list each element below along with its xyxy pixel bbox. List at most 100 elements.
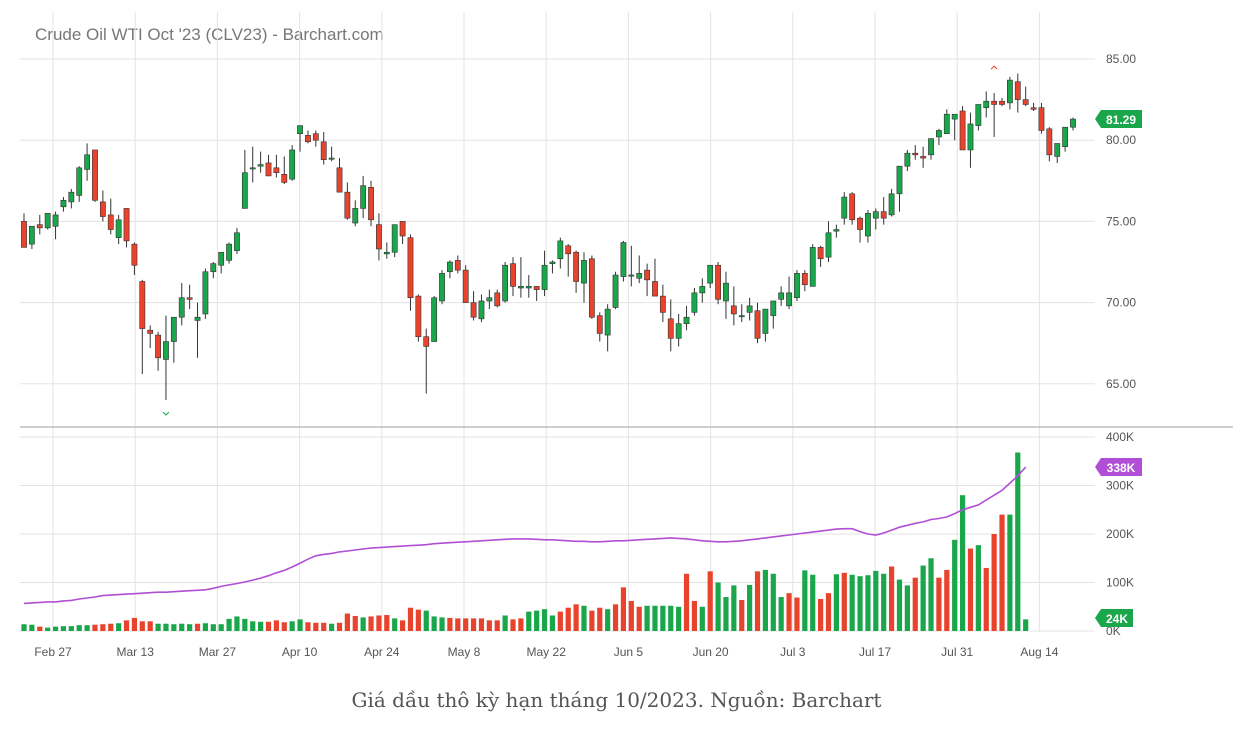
volume-bar: [139, 621, 145, 631]
candle-body: [241, 172, 248, 209]
candle-body: [581, 260, 587, 284]
oi-badge-label: 338K: [1107, 461, 1136, 475]
candle-body: [596, 315, 603, 334]
candle: [778, 286, 785, 306]
candle-body: [644, 269, 650, 281]
open-interest-badge: 338K: [1095, 458, 1142, 476]
volume-bar: [723, 597, 729, 631]
volume-bar: [944, 569, 950, 631]
volume-bar: [644, 605, 650, 631]
vol-tick-label: 400K: [1106, 430, 1134, 444]
candle: [376, 213, 382, 261]
candle-body: [305, 135, 311, 143]
volume-bar: [747, 584, 753, 631]
volume-bar: [636, 606, 642, 631]
volume-bar: [983, 567, 989, 631]
volume-bar: [360, 617, 366, 631]
volume-bar: [45, 627, 51, 631]
candle-body: [399, 221, 406, 237]
candle: [289, 145, 296, 181]
candle-body: [959, 110, 966, 151]
candle: [52, 211, 59, 240]
volume-bar: [273, 620, 279, 631]
volume-bar: [683, 573, 690, 631]
candle: [123, 208, 130, 248]
candle: [967, 112, 974, 168]
candle-body: [770, 300, 777, 316]
candle: [612, 271, 619, 310]
candle-body: [107, 214, 114, 230]
volume-bar: [108, 623, 114, 631]
x-tick-label: Jun 20: [693, 645, 729, 659]
volume-bar: [60, 626, 67, 631]
candle: [92, 149, 98, 202]
candle-body: [328, 157, 335, 160]
candle: [131, 242, 138, 275]
candle: [510, 257, 516, 297]
candle: [36, 214, 43, 235]
candle: [415, 294, 422, 342]
volume-bar: [368, 616, 374, 631]
candle-body: [517, 286, 524, 289]
candle: [399, 221, 406, 245]
candle-body: [218, 251, 225, 266]
candle: [588, 255, 595, 319]
x-tick-label: Jul 31: [941, 645, 973, 659]
candle: [1046, 127, 1053, 162]
candle: [943, 109, 950, 135]
candle-body: [841, 196, 848, 219]
candle-body: [880, 211, 887, 219]
candle-body: [92, 149, 98, 201]
volume-bar: [376, 615, 382, 631]
candle-body: [920, 156, 927, 159]
candle: [163, 315, 169, 401]
x-tick-label: Jul 17: [859, 645, 891, 659]
volume-bar: [392, 618, 398, 631]
volume-bar: [194, 623, 201, 631]
volume-bar: [336, 622, 343, 631]
y-tick-label: 65.00: [1106, 377, 1136, 391]
volume-bar: [699, 606, 705, 631]
candle-body: [533, 286, 540, 290]
volume-bar: [573, 604, 579, 631]
candle: [273, 154, 280, 178]
candle-body: [391, 224, 398, 253]
price-chart[interactable]: Crude Oil WTI Oct '23 (CLV23) - Barchart…: [0, 0, 1233, 680]
candle: [186, 284, 193, 310]
candle-body: [510, 263, 516, 287]
candle: [234, 227, 240, 254]
candle: [525, 274, 532, 298]
candle: [541, 250, 548, 297]
candle: [486, 289, 493, 310]
volume-bar: [258, 621, 264, 631]
candle: [620, 240, 627, 282]
volume-bar: [959, 495, 966, 631]
candle-body: [675, 323, 682, 339]
volume-bar: [810, 574, 816, 631]
candle: [178, 283, 185, 326]
candle-body: [68, 191, 75, 203]
candle-body: [620, 242, 627, 277]
candle-body: [320, 141, 327, 160]
candle: [983, 91, 990, 118]
volume-bar: [289, 621, 295, 631]
candle: [320, 132, 327, 165]
chart-title: Crude Oil WTI Oct '23 (CLV23) - Barchart…: [35, 25, 384, 44]
candle-body: [147, 329, 154, 334]
candle-body: [975, 104, 982, 126]
volume-bar: [84, 625, 90, 631]
candle: [383, 242, 390, 259]
candle-body: [289, 149, 296, 180]
volume-bar: [1015, 452, 1021, 631]
volume-bar: [407, 607, 414, 631]
volume-bar: [68, 626, 74, 631]
candle-body: [447, 261, 453, 273]
candle-body: [368, 186, 374, 221]
y-tick-label: 70.00: [1106, 296, 1136, 310]
volume-bar: [187, 624, 193, 631]
volume-bar: [928, 558, 934, 631]
candle-body: [383, 251, 390, 255]
candle: [936, 128, 942, 146]
volume-bar: [502, 615, 508, 631]
candle-body: [857, 217, 863, 230]
